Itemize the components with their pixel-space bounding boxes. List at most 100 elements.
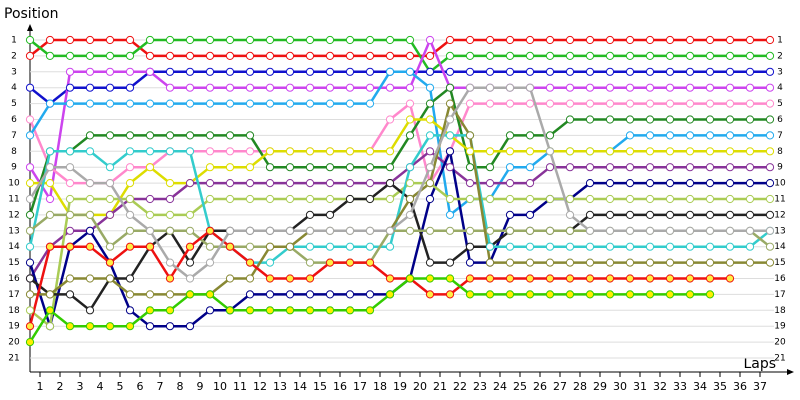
lap-marker: [345, 306, 355, 315]
x-axis-arrow: [787, 369, 794, 375]
lap-marker: [85, 210, 95, 219]
lap-marker: [185, 290, 195, 299]
x-tick-label: 30: [613, 380, 627, 393]
lap-marker: [685, 274, 695, 283]
lap-marker: [685, 67, 695, 76]
x-tick-label: 10: [213, 380, 227, 393]
lap-marker: [765, 115, 775, 124]
lap-marker: [725, 35, 735, 45]
lap-marker: [25, 322, 35, 331]
y-tick-label: 10: [8, 179, 20, 189]
lap-marker: [305, 194, 315, 204]
lap-marker: [245, 258, 255, 267]
lap-marker: [545, 274, 555, 283]
lap-marker: [105, 210, 115, 219]
lap-marker: [265, 67, 275, 76]
lap-marker: [225, 147, 235, 156]
lap-marker: [205, 147, 215, 156]
lap-marker: [305, 51, 315, 61]
lap-marker: [605, 67, 615, 76]
lap-marker: [85, 226, 95, 235]
lap-marker: [85, 131, 95, 140]
lap-marker: [525, 242, 535, 251]
lap-marker: [365, 258, 375, 267]
lap-marker: [105, 131, 115, 140]
lap-marker: [505, 274, 515, 283]
lap-marker: [65, 83, 75, 92]
lap-marker: [265, 35, 275, 45]
lap-marker: [205, 163, 215, 172]
lap-marker: [585, 163, 595, 172]
lap-marker: [505, 99, 515, 108]
plot: [25, 35, 775, 347]
lap-marker: [705, 194, 715, 204]
lap-marker: [285, 226, 295, 235]
lap-marker: [265, 194, 275, 204]
lap-marker: [265, 51, 275, 61]
y-tick-label-right: 19: [774, 322, 786, 332]
lap-marker: [745, 147, 755, 156]
lap-marker: [505, 242, 515, 251]
lap-marker: [165, 290, 175, 299]
lap-marker: [425, 179, 435, 188]
lap-marker: [65, 322, 75, 331]
lap-marker: [25, 274, 35, 283]
lap-marker: [625, 226, 635, 235]
x-tick-label: 9: [197, 380, 204, 393]
lap-marker: [505, 51, 515, 61]
lap-marker: [685, 115, 695, 124]
lap-marker: [605, 274, 615, 283]
lap-marker: [665, 258, 675, 267]
lap-marker: [285, 290, 295, 299]
lap-marker: [445, 83, 455, 92]
lap-marker: [25, 35, 35, 45]
lap-marker: [165, 274, 175, 283]
lap-marker: [445, 147, 455, 156]
lap-marker: [85, 274, 95, 283]
lap-marker: [45, 322, 55, 331]
lap-marker: [745, 210, 755, 219]
lap-marker: [265, 290, 275, 299]
lap-marker: [445, 115, 455, 124]
lap-marker: [525, 290, 535, 299]
lap-marker: [325, 35, 335, 45]
lap-marker: [605, 115, 615, 124]
lap-marker: [645, 131, 655, 140]
lap-marker: [745, 83, 755, 92]
lap-marker: [485, 179, 495, 188]
lap-marker: [165, 194, 175, 204]
lap-marker: [405, 35, 415, 45]
lap-marker: [505, 147, 515, 156]
lap-marker: [685, 51, 695, 61]
lap-marker: [505, 194, 515, 204]
lap-marker: [265, 163, 275, 172]
lap-marker: [25, 179, 35, 188]
lap-marker: [225, 35, 235, 45]
lap-marker: [105, 322, 115, 331]
lap-marker: [305, 210, 315, 219]
lap-marker: [385, 290, 395, 299]
lap-marker: [705, 226, 715, 235]
lap-marker: [685, 131, 695, 140]
y-tick-label-right: 5: [777, 99, 783, 109]
lap-marker: [45, 306, 55, 315]
lap-marker: [85, 306, 95, 315]
lap-marker: [225, 83, 235, 92]
y-tick-label-right: 6: [777, 115, 783, 125]
lap-marker: [205, 99, 215, 108]
lap-marker: [205, 226, 215, 235]
lap-marker: [145, 242, 155, 251]
lap-marker: [445, 131, 455, 140]
lap-marker: [125, 163, 135, 172]
lap-marker: [285, 83, 295, 92]
lap-marker: [445, 194, 455, 204]
lap-marker: [125, 99, 135, 108]
lap-marker: [585, 274, 595, 283]
lap-marker: [765, 51, 775, 61]
lap-marker: [285, 99, 295, 108]
lap-marker: [425, 290, 435, 299]
lap-marker: [425, 194, 435, 204]
lap-marker: [265, 226, 275, 235]
lap-marker: [405, 99, 415, 108]
